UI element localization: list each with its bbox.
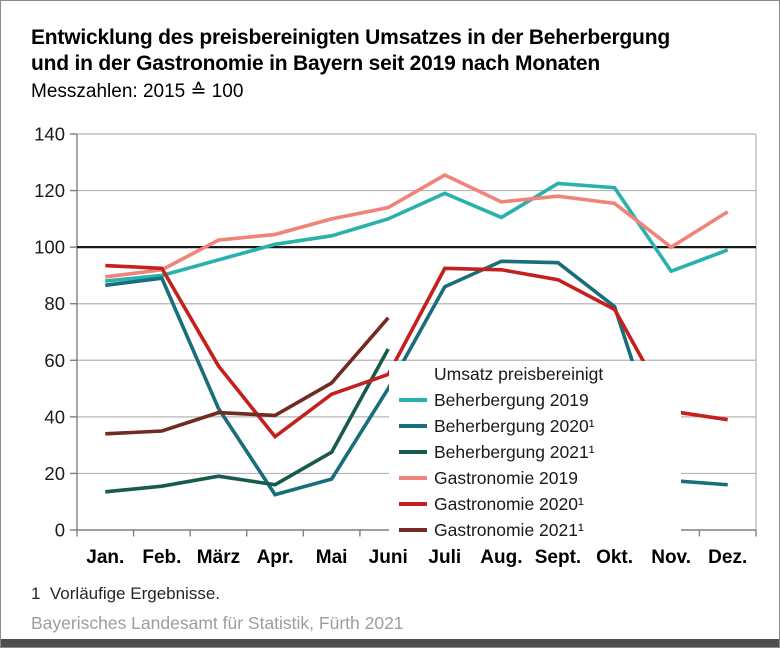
legend-swatch <box>399 476 427 480</box>
x-label-Nov: Nov. <box>651 547 691 568</box>
x-label-Feb: Feb. <box>142 547 181 568</box>
legend-row: Beherbergung 2019 <box>389 387 681 413</box>
y-tick-label-140: 140 <box>34 124 65 145</box>
x-label-Sept: Sept. <box>535 547 581 568</box>
y-tick-label-40: 40 <box>44 406 65 427</box>
y-tick-label-100: 100 <box>34 237 65 258</box>
legend-title: Umsatz preisbereinigt <box>434 364 604 384</box>
series-line-beherbergung-2019 <box>105 181 729 283</box>
x-label-Juli: Juli <box>428 547 461 568</box>
legend-swatch <box>399 398 427 402</box>
legend-swatch <box>399 502 427 506</box>
series-line-beherbergung-2021- <box>105 348 390 494</box>
legend-label: Gastronomie 2021¹ <box>434 519 584 540</box>
series-line-gastronomie-2020- <box>105 263 728 440</box>
y-tick-label-20: 20 <box>44 463 65 484</box>
y-tick-label-0: 0 <box>55 520 65 541</box>
y-tick-label-60: 60 <box>44 350 65 371</box>
legend-label: Beherbergung 2021¹ <box>434 441 595 462</box>
series-line-beherbergung-2020- <box>105 259 728 497</box>
x-label-Jan: Jan. <box>86 547 124 568</box>
x-label-Okt: Okt. <box>596 547 633 568</box>
legend-swatch <box>399 424 427 428</box>
legend-label: Beherbergung 2020¹ <box>434 415 595 436</box>
y-tick-label-120: 120 <box>34 180 65 201</box>
source-attribution: Bayerisches Landesamt für Statistik, Für… <box>31 613 404 633</box>
legend-label: Gastronomie 2020¹ <box>434 493 584 514</box>
x-label-Juni: Juni <box>369 547 408 568</box>
x-label-Aug: Aug. <box>480 547 522 568</box>
legend-label: Beherbergung 2019 <box>434 389 589 410</box>
x-label-Dez: Dez. <box>708 547 747 568</box>
chart-title: Entwicklung des preisbereinigten Umsatze… <box>31 25 761 77</box>
x-label-Apr: Apr. <box>257 547 294 568</box>
footnote-preliminary-results: 1 Vorläufige Ergebnisse. <box>31 584 221 603</box>
series-line-gastronomie-2019 <box>105 172 729 279</box>
legend-row: Gastronomie 2019 <box>389 465 681 491</box>
x-label-März: März <box>197 547 240 568</box>
legend-swatch <box>399 450 427 454</box>
legend-row: Beherbergung 2020¹ <box>389 413 681 439</box>
legend-row: Beherbergung 2021¹ <box>389 439 681 465</box>
legend-swatch <box>399 528 427 532</box>
x-label-Mai: Mai <box>316 547 348 568</box>
chart-subtitle: Messzahlen: 2015 ≙ 100 <box>31 81 244 102</box>
series-line-gastronomie-2021- <box>105 316 390 436</box>
chart-title-line2: und in der Gastronomie in Bayern seit 20… <box>31 52 600 75</box>
chart-title-line1: Entwicklung des preisbereinigten Umsatze… <box>31 26 670 49</box>
y-tick-label-80: 80 <box>44 293 65 314</box>
footer-bar <box>1 639 779 647</box>
legend-row: Gastronomie 2020¹ <box>389 491 681 517</box>
legend-label: Gastronomie 2019 <box>434 467 578 488</box>
chart-legend: Umsatz preisbereinigt Beherbergung 2019 B… <box>389 361 681 543</box>
legend-rows: Beherbergung 2019 Beherbergung 2020¹ Beher… <box>389 387 681 543</box>
legend-row: Gastronomie 2021¹ <box>389 517 681 543</box>
